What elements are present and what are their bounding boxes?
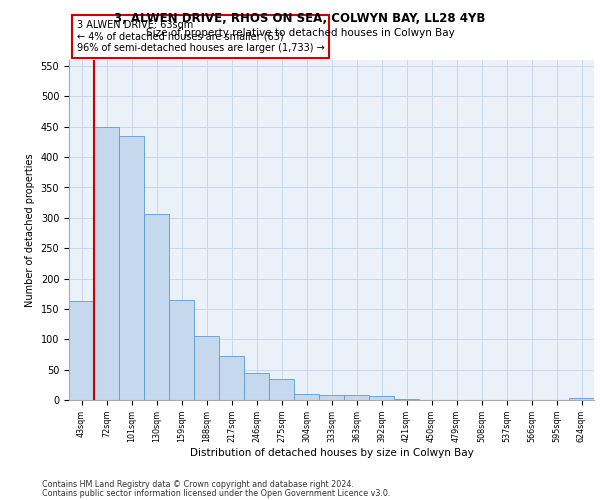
Bar <box>169 300 194 400</box>
Text: Size of property relative to detached houses in Colwyn Bay: Size of property relative to detached ho… <box>146 28 454 38</box>
Text: 3 ALWEN DRIVE: 63sqm
← 4% of detached houses are smaller (63)
96% of semi-detach: 3 ALWEN DRIVE: 63sqm ← 4% of detached ho… <box>77 20 325 53</box>
Bar <box>294 394 319 400</box>
Bar <box>269 379 294 400</box>
Bar <box>344 395 369 400</box>
Bar <box>369 396 394 400</box>
Text: Contains HM Land Registry data © Crown copyright and database right 2024.: Contains HM Land Registry data © Crown c… <box>42 480 354 489</box>
Bar <box>569 398 594 400</box>
Bar <box>119 136 144 400</box>
Bar <box>219 356 244 400</box>
Text: Contains public sector information licensed under the Open Government Licence v3: Contains public sector information licen… <box>42 488 391 498</box>
Text: 3, ALWEN DRIVE, RHOS ON SEA, COLWYN BAY, LL28 4YB: 3, ALWEN DRIVE, RHOS ON SEA, COLWYN BAY,… <box>115 12 485 26</box>
Bar <box>319 395 344 400</box>
Bar <box>244 372 269 400</box>
Bar <box>94 127 119 400</box>
Bar <box>69 301 94 400</box>
Bar <box>144 214 169 400</box>
Y-axis label: Number of detached properties: Number of detached properties <box>25 153 35 307</box>
X-axis label: Distribution of detached houses by size in Colwyn Bay: Distribution of detached houses by size … <box>190 448 473 458</box>
Bar <box>194 336 219 400</box>
